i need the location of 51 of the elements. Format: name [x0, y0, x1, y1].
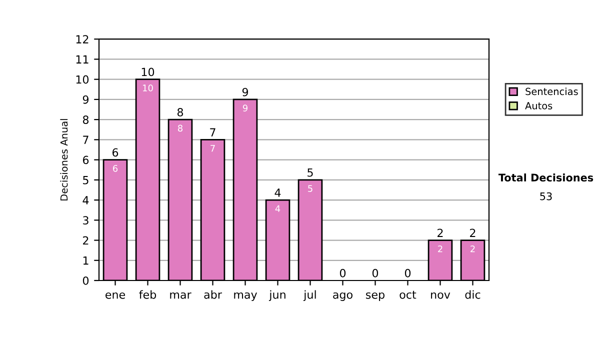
total-label: 8	[177, 108, 184, 116]
data-label: 4	[275, 205, 280, 212]
data-label: 2	[438, 245, 442, 252]
y-tick-label: 2	[83, 236, 88, 244]
y-tick-label: 6	[82, 156, 89, 164]
x-tick-label: oct	[400, 290, 416, 299]
legend-label: Sentencias	[526, 88, 578, 96]
y-tick-label: 10	[76, 75, 89, 84]
x-tick-label: dic	[465, 290, 480, 299]
total-label: 10	[142, 68, 154, 76]
x-tick-label: sep	[366, 292, 384, 301]
y-tick-label: 7	[83, 136, 88, 144]
x-tick-label: jul	[303, 290, 316, 301]
data-label: 7	[210, 144, 215, 152]
x-tick-label: feb	[139, 290, 156, 299]
y-axis-title: Decisiones Anual	[60, 119, 68, 200]
data-label: 5	[308, 185, 312, 192]
legend-label: Autos	[525, 102, 552, 110]
x-tick-label: abr	[204, 290, 222, 299]
x-tick-label: may	[234, 292, 258, 301]
total-label: 0	[340, 268, 346, 278]
total-label: 0	[372, 268, 378, 278]
text: 53	[540, 192, 552, 200]
y-tick-label: 5	[83, 176, 88, 184]
data-label: 8	[178, 124, 183, 132]
data-label: 2	[470, 245, 475, 252]
y-tick-label: 11	[76, 55, 88, 64]
total-label: 0	[404, 268, 411, 278]
total-label: 2	[470, 228, 476, 237]
x-tick-label: jun	[268, 290, 286, 301]
x-tick-label: mar	[170, 292, 192, 299]
total-label: 4	[274, 188, 281, 197]
y-tick-label: 3	[83, 216, 88, 225]
y-tick-label: 9	[82, 95, 88, 104]
total-label: 9	[242, 88, 248, 96]
total-label: 7	[210, 128, 216, 136]
data-label: 10	[143, 84, 153, 92]
total-label: 6	[112, 148, 118, 157]
total-label: 2	[438, 228, 443, 237]
y-tick-label: 8	[82, 116, 89, 124]
y-tick-label: 1	[83, 256, 88, 265]
y-tick-label: 0	[82, 276, 89, 285]
x-tick-label: ago	[333, 292, 352, 301]
total-label: 5	[308, 168, 313, 177]
x-tick-label: ene	[106, 292, 126, 299]
data-label: 6	[113, 164, 118, 172]
text: Total Decisiones	[498, 173, 594, 182]
y-tick-label: 12	[76, 35, 88, 44]
y-tick-label: 4	[82, 196, 89, 204]
x-tick-label: nov	[431, 292, 450, 299]
data-label: 9	[242, 104, 248, 112]
